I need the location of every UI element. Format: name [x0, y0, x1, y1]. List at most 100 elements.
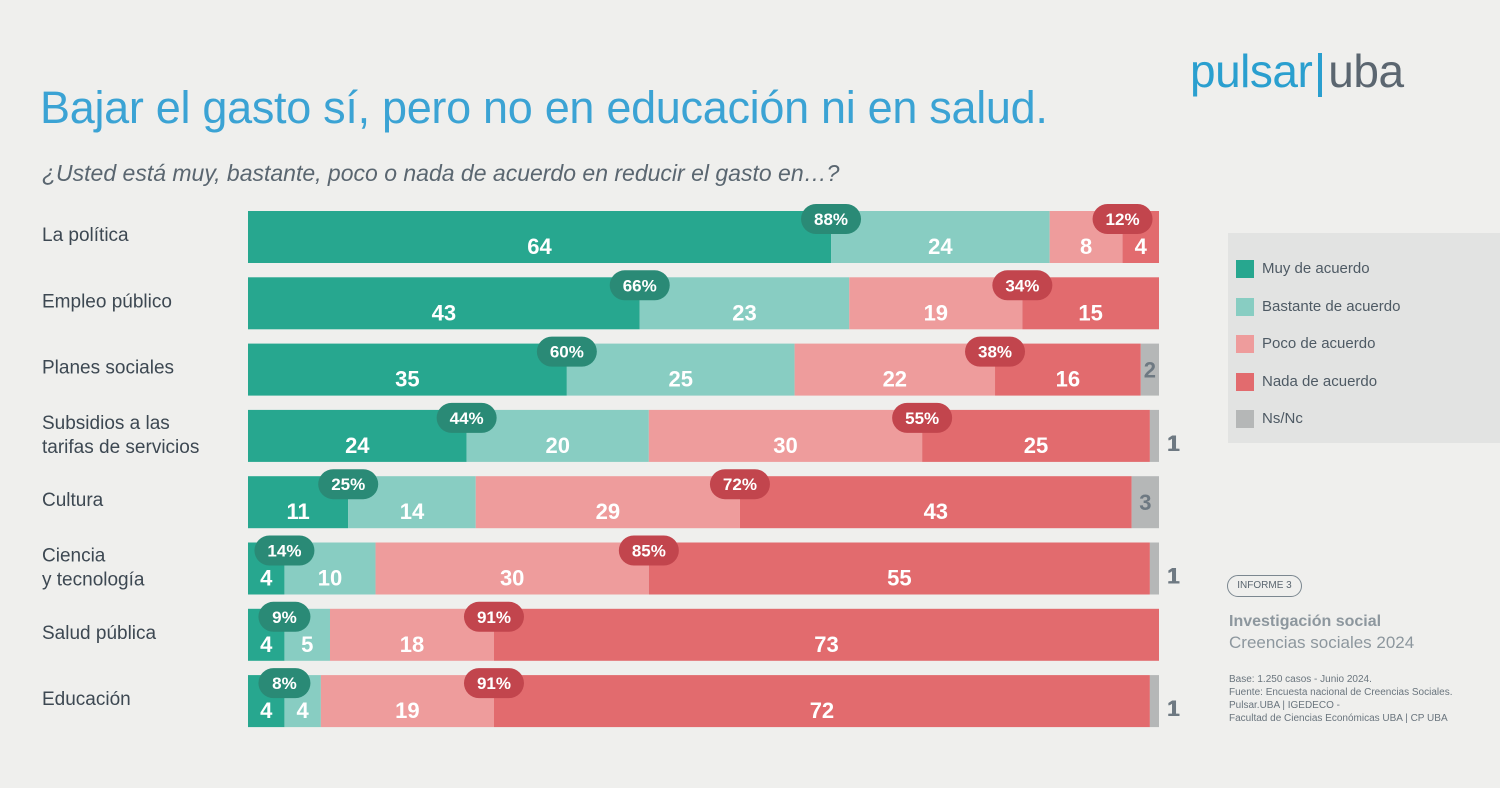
chart-legend: Muy de acuerdo Bastante de acuerdo Poco de…	[1228, 233, 1500, 443]
data-label: 25	[668, 367, 692, 392]
bar-segment	[1149, 542, 1159, 595]
bar-segment	[493, 675, 1150, 728]
nsnc-outside-label: 1	[1168, 564, 1180, 589]
agree-total-badge	[536, 336, 597, 367]
disagree-total-badge	[965, 336, 1026, 367]
legend-label: Ns/Nc	[1262, 410, 1303, 427]
data-label: 16	[1056, 367, 1080, 392]
bar-segment	[739, 476, 1132, 529]
nsnc-label: 1	[1167, 431, 1179, 456]
data-label: 43	[432, 300, 456, 325]
data-label: 20	[545, 433, 569, 458]
logo-part-pulsar: pulsar	[1190, 45, 1313, 97]
agree-total-label: 66%	[623, 276, 657, 295]
data-label: 10	[318, 566, 342, 591]
data-label: 73	[814, 632, 838, 657]
data-label: 25	[1024, 433, 1048, 458]
disagree-total-badge	[709, 469, 770, 500]
pulsar-uba-logo: pulsar uba	[1190, 48, 1404, 97]
disagree-total-label: 72%	[723, 475, 757, 494]
agree-total-badge	[254, 535, 315, 566]
data-label: 30	[500, 566, 524, 591]
disagree-total-label: 55%	[905, 409, 939, 428]
investigation-title: Investigación social	[1229, 613, 1382, 630]
category-label: La política	[42, 225, 129, 246]
category-label: Educación	[42, 689, 131, 710]
disagree-total-label: 12%	[1106, 210, 1140, 229]
logo-part-uba: uba	[1328, 45, 1404, 97]
legend-label: Muy de acuerdo	[1262, 260, 1370, 277]
data-label: 30	[773, 433, 797, 458]
data-label: 72	[810, 698, 834, 723]
report-tag: INFORME 3	[1227, 575, 1302, 597]
data-label: 4	[297, 698, 310, 723]
investigation-subtitle: Creencias sociales 2024	[1229, 633, 1415, 652]
bar-segment	[794, 343, 996, 396]
data-label: 14	[400, 499, 425, 524]
disagree-total-badge	[1092, 204, 1153, 234]
category-label: Cultura	[42, 490, 104, 511]
category-label: Empleo público	[42, 291, 172, 312]
bar-segment	[493, 608, 1160, 661]
source-line: Base: 1.250 casos - Junio 2024.	[1229, 674, 1372, 685]
bar-segment	[475, 476, 740, 529]
data-label: 43	[924, 499, 948, 524]
data-label: 23	[732, 300, 756, 325]
nsnc-outside-label: 1	[1168, 696, 1180, 721]
data-label: 4	[260, 698, 273, 723]
data-label: 24	[928, 234, 953, 259]
data-label: 15	[1078, 300, 1102, 325]
legend-swatch	[1236, 372, 1254, 391]
data-label: 64	[527, 234, 552, 259]
data-label: 11	[286, 499, 309, 524]
bar-segment	[831, 211, 1050, 263]
disagree-total-badge	[618, 535, 679, 566]
category-label: Ciencia y tecnología	[42, 546, 145, 591]
page-title: Bajar el gasto sí, pero no en educación …	[40, 82, 1048, 133]
source-note: Base: 1.250 casos - Junio 2024. Fuente: …	[1229, 673, 1452, 725]
data-label: 18	[400, 632, 424, 657]
bar-segment	[1140, 343, 1159, 396]
disagree-total-label: 85%	[632, 542, 666, 561]
bar-segment	[248, 277, 640, 330]
nsnc-label: 1	[1167, 564, 1179, 589]
nsnc-label: 1	[1167, 696, 1179, 721]
data-label: 8	[1080, 234, 1092, 259]
category-label: Salud pública	[42, 623, 157, 644]
nsnc-label: 2	[1144, 358, 1156, 383]
agree-total-badge	[258, 668, 311, 699]
agree-total-badge	[801, 204, 862, 234]
chart-question: ¿Usted está muy, bastante, poco o nada d…	[42, 160, 840, 186]
bar-segment	[648, 409, 923, 462]
category-label: Subsidios a las tarifas de servicios	[42, 413, 199, 458]
agree-total-badge	[258, 601, 311, 632]
source-line: Fuente: Encuesta nacional de Creencias S…	[1229, 687, 1453, 698]
disagree-total-label: 91%	[477, 674, 511, 693]
agree-total-label: 44%	[450, 409, 484, 428]
disagree-total-badge	[992, 270, 1053, 301]
category-label: Planes sociales	[42, 358, 174, 379]
bar-segment	[922, 409, 1150, 462]
bar-segment	[1149, 409, 1159, 462]
legend-swatch	[1236, 335, 1254, 353]
bar-segment	[466, 409, 649, 462]
logo-separator-icon	[1318, 53, 1323, 97]
data-label: 22	[883, 367, 907, 392]
bar-segment	[248, 211, 832, 263]
legend-swatch	[1236, 410, 1254, 428]
data-label: 4	[260, 566, 273, 591]
legend-swatch	[1236, 297, 1254, 316]
agree-total-label: 8%	[272, 674, 297, 693]
bar-segment	[639, 277, 850, 330]
data-label: 55	[887, 566, 911, 591]
nsnc-label: 3	[1139, 490, 1151, 515]
bar-segment	[1149, 675, 1159, 728]
disagree-total-label: 91%	[477, 608, 511, 627]
legend-label: Poco de acuerdo	[1262, 335, 1376, 352]
legend-swatch	[1236, 260, 1254, 278]
disagree-total-badge	[892, 402, 953, 433]
disagree-total-badge	[463, 601, 524, 632]
agree-total-label: 9%	[272, 608, 297, 627]
bar-segment	[566, 343, 795, 396]
